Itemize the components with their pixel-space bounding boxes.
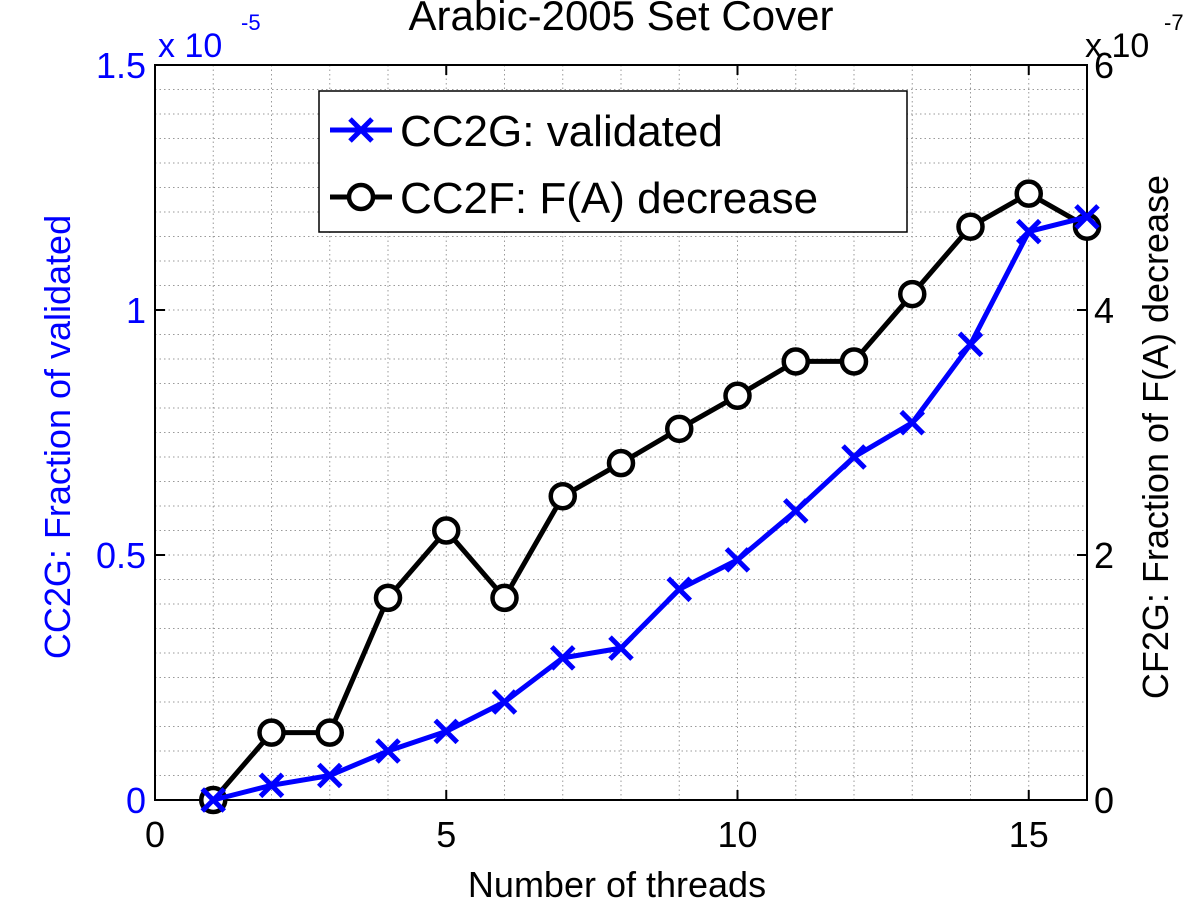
data-point-cc2g <box>782 498 809 524</box>
y-right-tick-label: 2 <box>1094 535 1114 576</box>
data-point-cc2f <box>490 583 519 613</box>
data-point-cc2g <box>491 689 518 715</box>
y-right-tick-label: 0 <box>1094 780 1114 821</box>
y-right-axis-label: CF2G: Fraction of F(A) decrease <box>1135 175 1176 699</box>
y-right-multiplier: x 10 <box>1085 27 1149 65</box>
legend-circle-marker-icon <box>346 182 376 212</box>
legend: CC2G: validated CC2F: F(A) decrease <box>318 90 908 233</box>
data-point-cc2g <box>549 645 576 671</box>
data-point-cc2g <box>608 635 634 661</box>
legend-x-marker-icon <box>348 117 374 143</box>
data-point-cc2f <box>373 583 403 613</box>
axis-ticks <box>154 64 1087 801</box>
y-left-tick-label: 0.5 <box>96 535 146 576</box>
x-tick-label: 0 <box>145 814 165 855</box>
data-point-cc2g <box>375 738 401 764</box>
legend-entry-cc2f: CC2F: F(A) decrease <box>330 174 818 223</box>
series-line-cc2g <box>212 214 1088 803</box>
data-point-cc2f <box>548 481 577 511</box>
data-point-cc2g <box>433 718 460 745</box>
y-left-tick-label: 1 <box>126 290 146 331</box>
plot-area-frame <box>154 64 1088 801</box>
legend-entry-cc2g: CC2G: validated <box>330 107 723 156</box>
y-right-exponent: -7 <box>1164 10 1184 35</box>
y-right-tick-label: 4 <box>1094 290 1114 331</box>
data-point-cc2g <box>841 444 867 470</box>
y-left-axis-label: CC2G: Fraction of validated <box>37 215 78 659</box>
x-tick-label: 10 <box>717 814 757 855</box>
y-left-tick-label: 1.5 <box>96 45 146 86</box>
y-right-tick-label: 6 <box>1094 45 1114 86</box>
data-point-cc2f <box>723 381 752 410</box>
data-point-cc2g <box>724 547 751 573</box>
y-left-multiplier: x 10 <box>158 27 222 65</box>
data-point-cc2f <box>665 414 694 444</box>
series-line-cc2f <box>211 191 1089 802</box>
data-point-cc2f <box>956 212 985 241</box>
data-point-cc2g <box>666 576 693 603</box>
data-point-cc2f <box>432 516 461 545</box>
data-point-cc2f <box>257 718 286 747</box>
x-tick-label: 15 <box>1009 814 1049 855</box>
tick-labels: 0 5 10 15 0 0.5 1 1.5 0 2 4 6 <box>96 45 1114 855</box>
series-layer <box>199 179 1102 815</box>
chart-title: Arabic-2005 Set Cover <box>409 0 834 39</box>
data-point-cc2f <box>315 718 344 747</box>
data-point-cc2f <box>781 347 810 376</box>
data-point-cc2g <box>957 331 984 358</box>
legend-label-cc2g: CC2G: validated <box>400 107 723 156</box>
data-point-cc2g <box>899 409 926 436</box>
data-point-cc2g <box>1015 218 1042 245</box>
legend-box <box>318 90 908 233</box>
data-point-cc2f <box>898 279 927 309</box>
data-point-cc2g <box>1074 204 1100 230</box>
data-point-cc2g <box>316 762 343 789</box>
x-axis-label: Number of threads <box>468 864 766 900</box>
data-point-cc2f <box>1014 179 1043 208</box>
legend-label-cc2f: CC2F: F(A) decrease <box>400 174 818 223</box>
y-left-tick-label: 0 <box>126 780 146 821</box>
y-left-exponent: -5 <box>241 10 261 35</box>
data-point-cc2g <box>258 772 285 799</box>
data-point-cc2f <box>839 347 869 376</box>
data-point-cc2g <box>200 787 227 813</box>
x-tick-label: 5 <box>436 814 456 855</box>
data-point-cc2f <box>606 448 636 478</box>
